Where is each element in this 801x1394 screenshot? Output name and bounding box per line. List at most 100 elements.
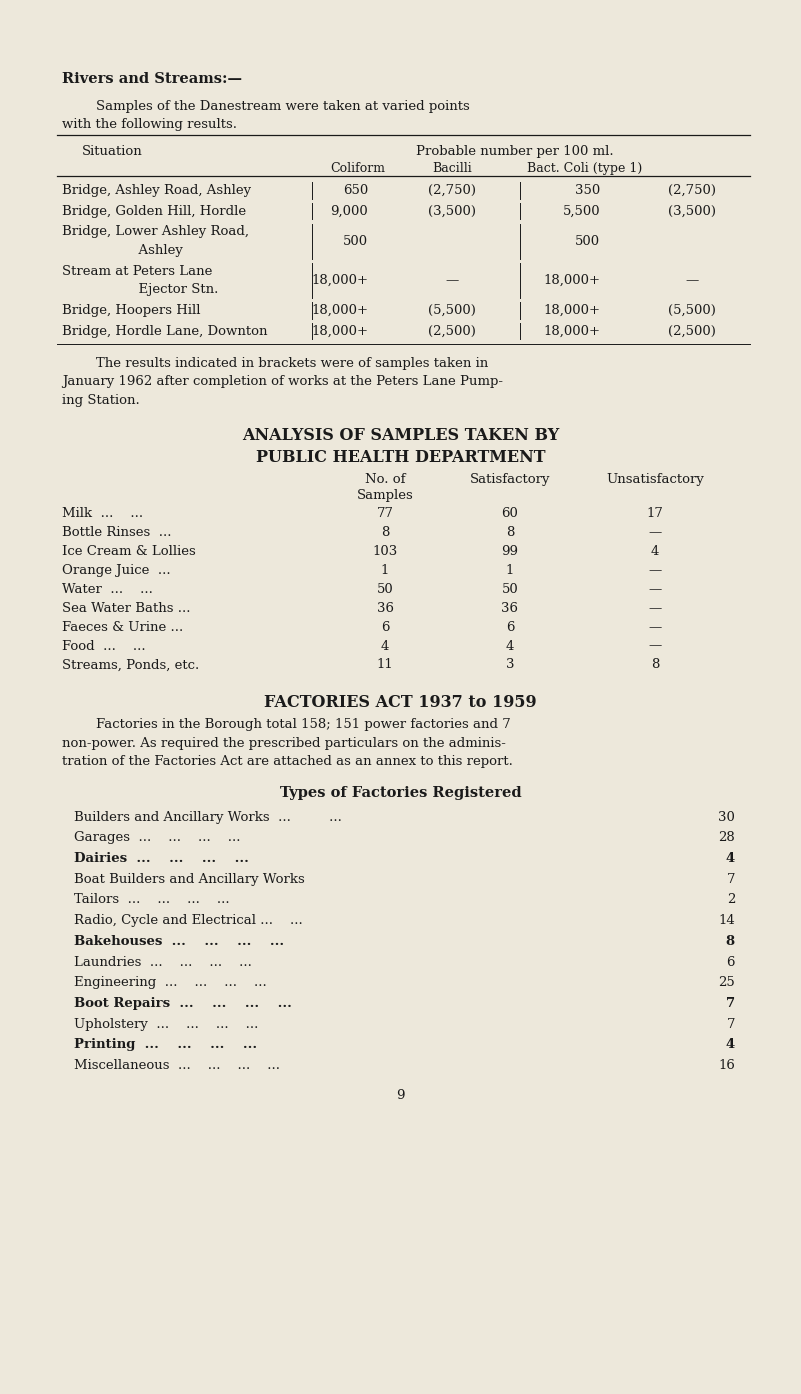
Text: Engineering  ...    ...    ...    ...: Engineering ... ... ... ... bbox=[74, 976, 267, 990]
Text: Printing  ...    ...    ...    ...: Printing ... ... ... ... bbox=[74, 1039, 257, 1051]
Text: Food  ...    ...: Food ... ... bbox=[62, 640, 146, 652]
Text: tration of the Factories Act are attached as an annex to this report.: tration of the Factories Act are attache… bbox=[62, 756, 513, 768]
Text: Miscellaneous  ...    ...    ...    ...: Miscellaneous ... ... ... ... bbox=[74, 1059, 280, 1072]
Text: 18,000+: 18,000+ bbox=[311, 304, 368, 316]
Text: Milk  ...    ...: Milk ... ... bbox=[62, 507, 143, 520]
Text: 18,000+: 18,000+ bbox=[311, 325, 368, 337]
Text: 2: 2 bbox=[727, 894, 735, 906]
Text: Garages  ...    ...    ...    ...: Garages ... ... ... ... bbox=[74, 831, 240, 845]
Text: (5,500): (5,500) bbox=[668, 304, 716, 316]
Text: ANALYSIS OF SAMPLES TAKEN BY: ANALYSIS OF SAMPLES TAKEN BY bbox=[242, 427, 559, 445]
Text: Bacilli: Bacilli bbox=[432, 162, 472, 174]
Text: 36: 36 bbox=[501, 602, 518, 615]
Text: 7: 7 bbox=[727, 873, 735, 885]
Text: (2,500): (2,500) bbox=[428, 325, 476, 337]
Text: —: — bbox=[648, 602, 662, 615]
Text: Bridge, Golden Hill, Hordle: Bridge, Golden Hill, Hordle bbox=[62, 205, 246, 217]
Text: Bridge, Ashley Road, Ashley: Bridge, Ashley Road, Ashley bbox=[62, 184, 252, 197]
Text: Bridge, Lower Ashley Road,: Bridge, Lower Ashley Road, bbox=[62, 226, 249, 238]
Text: —: — bbox=[648, 620, 662, 634]
Text: Orange Juice  ...: Orange Juice ... bbox=[62, 565, 171, 577]
Text: Stream at Peters Lane: Stream at Peters Lane bbox=[62, 265, 212, 277]
Text: Radio, Cycle and Electrical ...    ...: Radio, Cycle and Electrical ... ... bbox=[74, 914, 303, 927]
Text: —: — bbox=[648, 583, 662, 597]
Text: Bakehouses  ...    ...    ...    ...: Bakehouses ... ... ... ... bbox=[74, 935, 284, 948]
Text: The results indicated in brackets were of samples taken in: The results indicated in brackets were o… bbox=[62, 357, 489, 369]
Text: Situation: Situation bbox=[82, 145, 143, 158]
Text: 500: 500 bbox=[575, 234, 600, 248]
Text: 18,000+: 18,000+ bbox=[543, 304, 600, 316]
Text: non-power. As required the prescribed particulars on the adminis-: non-power. As required the prescribed pa… bbox=[62, 736, 506, 750]
Text: 9,000: 9,000 bbox=[330, 205, 368, 217]
Text: Bridge, Hoopers Hill: Bridge, Hoopers Hill bbox=[62, 304, 200, 316]
Text: 18,000+: 18,000+ bbox=[543, 273, 600, 287]
Text: Probable number per 100 ml.: Probable number per 100 ml. bbox=[417, 145, 614, 158]
Text: (2,500): (2,500) bbox=[668, 325, 716, 337]
Text: Ejector Stn.: Ejector Stn. bbox=[62, 283, 219, 296]
Text: Dairies  ...    ...    ...    ...: Dairies ... ... ... ... bbox=[74, 852, 249, 864]
Text: —: — bbox=[686, 273, 698, 287]
Text: Bottle Rinses  ...: Bottle Rinses ... bbox=[62, 527, 171, 539]
Text: Builders and Ancillary Works  ...         ...: Builders and Ancillary Works ... ... bbox=[74, 810, 342, 824]
Text: Sea Water Baths ...: Sea Water Baths ... bbox=[62, 602, 191, 615]
Text: 1: 1 bbox=[505, 565, 514, 577]
Text: 4: 4 bbox=[505, 640, 514, 652]
Text: January 1962 after completion of works at the Peters Lane Pump-: January 1962 after completion of works a… bbox=[62, 375, 503, 388]
Text: 1: 1 bbox=[380, 565, 389, 577]
Text: Tailors  ...    ...    ...    ...: Tailors ... ... ... ... bbox=[74, 894, 230, 906]
Text: —: — bbox=[648, 640, 662, 652]
Text: 60: 60 bbox=[501, 507, 518, 520]
Text: (2,750): (2,750) bbox=[428, 184, 476, 197]
Text: 103: 103 bbox=[372, 545, 397, 558]
Text: Coliform: Coliform bbox=[331, 162, 385, 174]
Text: 4: 4 bbox=[726, 1039, 735, 1051]
Text: 500: 500 bbox=[343, 234, 368, 248]
Text: 6: 6 bbox=[505, 620, 514, 634]
Text: Types of Factories Registered: Types of Factories Registered bbox=[280, 786, 521, 800]
Text: Upholstery  ...    ...    ...    ...: Upholstery ... ... ... ... bbox=[74, 1018, 259, 1030]
Text: 4: 4 bbox=[380, 640, 389, 652]
Text: Boot Repairs  ...    ...    ...    ...: Boot Repairs ... ... ... ... bbox=[74, 997, 292, 1011]
Text: PUBLIC HEALTH DEPARTMENT: PUBLIC HEALTH DEPARTMENT bbox=[256, 449, 545, 466]
Text: Bact. Coli (type 1): Bact. Coli (type 1) bbox=[527, 162, 642, 174]
Text: No. of: No. of bbox=[364, 474, 405, 487]
Text: Water  ...    ...: Water ... ... bbox=[62, 583, 153, 597]
Text: Ashley: Ashley bbox=[62, 244, 183, 256]
Text: Faeces & Urine ...: Faeces & Urine ... bbox=[62, 620, 183, 634]
Text: 350: 350 bbox=[575, 184, 600, 197]
Text: Bridge, Hordle Lane, Downton: Bridge, Hordle Lane, Downton bbox=[62, 325, 268, 337]
Text: 50: 50 bbox=[376, 583, 393, 597]
Text: 6: 6 bbox=[727, 955, 735, 969]
Text: 14: 14 bbox=[718, 914, 735, 927]
Text: 77: 77 bbox=[376, 507, 393, 520]
Text: FACTORIES ACT 1937 to 1959: FACTORIES ACT 1937 to 1959 bbox=[264, 694, 537, 711]
Text: 7: 7 bbox=[726, 997, 735, 1011]
Text: Laundries  ...    ...    ...    ...: Laundries ... ... ... ... bbox=[74, 955, 252, 969]
Text: Factories in the Borough total 158; 151 power factories and 7: Factories in the Borough total 158; 151 … bbox=[62, 718, 511, 730]
Text: 18,000+: 18,000+ bbox=[311, 273, 368, 287]
Text: Satisfactory: Satisfactory bbox=[469, 474, 550, 487]
Text: 8: 8 bbox=[726, 935, 735, 948]
Text: 28: 28 bbox=[718, 831, 735, 845]
Text: with the following results.: with the following results. bbox=[62, 118, 237, 131]
Text: —: — bbox=[445, 273, 459, 287]
Text: 9: 9 bbox=[396, 1089, 405, 1103]
Text: 30: 30 bbox=[718, 810, 735, 824]
Text: Samples of the Danestream were taken at varied points: Samples of the Danestream were taken at … bbox=[62, 100, 469, 113]
Text: (3,500): (3,500) bbox=[428, 205, 476, 217]
Text: 6: 6 bbox=[380, 620, 389, 634]
Text: 650: 650 bbox=[343, 184, 368, 197]
Text: 99: 99 bbox=[501, 545, 518, 558]
Text: Boat Builders and Ancillary Works: Boat Builders and Ancillary Works bbox=[74, 873, 304, 885]
Text: 11: 11 bbox=[376, 658, 393, 672]
Text: 4: 4 bbox=[650, 545, 659, 558]
Text: Ice Cream & Lollies: Ice Cream & Lollies bbox=[62, 545, 195, 558]
Text: 5,500: 5,500 bbox=[562, 205, 600, 217]
Text: (2,750): (2,750) bbox=[668, 184, 716, 197]
Text: ing Station.: ing Station. bbox=[62, 393, 139, 407]
Text: 36: 36 bbox=[376, 602, 393, 615]
Text: (3,500): (3,500) bbox=[668, 205, 716, 217]
Text: —: — bbox=[648, 565, 662, 577]
Text: Streams, Ponds, etc.: Streams, Ponds, etc. bbox=[62, 658, 199, 672]
Text: 8: 8 bbox=[505, 527, 514, 539]
